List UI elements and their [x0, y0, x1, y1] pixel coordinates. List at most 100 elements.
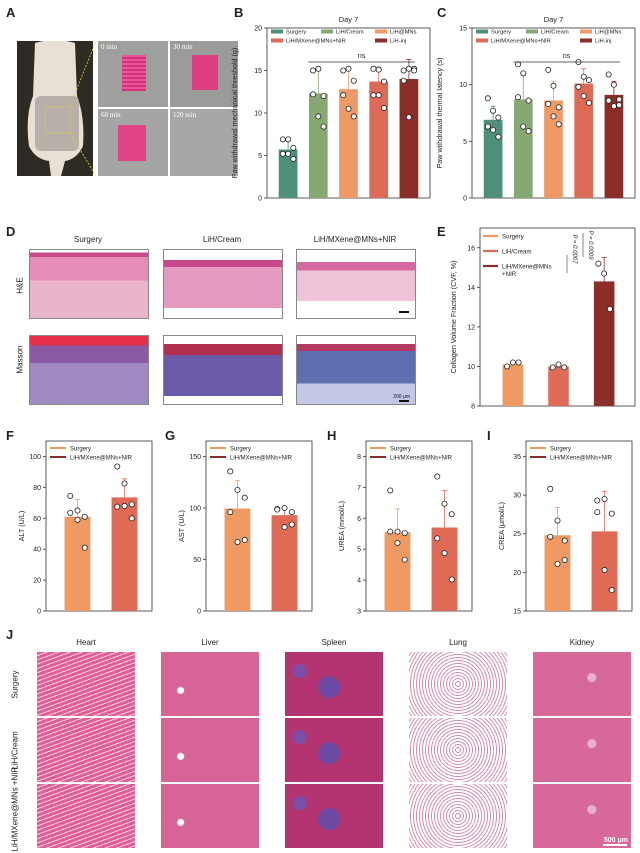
- chart-i-crea: 15 20 25 30 35 CREA (μmol/L) Surgery LiH/MXene@…: [497, 440, 633, 616]
- svg-text:5: 5: [357, 547, 361, 554]
- svg-text:CREA (μmol/L): CREA (μmol/L): [497, 502, 506, 550]
- svg-text:25: 25: [513, 531, 521, 538]
- bar-lih-cream: [548, 361, 569, 406]
- svg-text:3: 3: [357, 609, 361, 616]
- svg-text:12: 12: [467, 324, 475, 331]
- svg-text:35: 35: [513, 454, 521, 461]
- panel-letter-b: B: [234, 5, 244, 20]
- bar-lih-mxene-mns-nir: [593, 257, 615, 406]
- panel-letter-f: F: [6, 428, 14, 443]
- chart-h-urea: 3 4 5 6 7 8 UREA (mmol/L) Surgery LiH/MXene@MNs+…: [337, 440, 473, 616]
- svg-text:15: 15: [459, 26, 467, 33]
- svg-text:15: 15: [254, 68, 262, 75]
- histology-kidney-surgery: [533, 652, 631, 716]
- svg-text:LiH/MXene@MNs+NIR: LiH/MXene@MNs+NIR: [390, 455, 453, 461]
- bar-surgery: [544, 485, 571, 611]
- d-row-he: H&E: [15, 277, 25, 294]
- chart-b-mechanical-threshold: 0 5 10 15 20 Paw withdrawal mechanical thresh…: [230, 15, 431, 203]
- svg-text:8: 8: [471, 404, 475, 411]
- j-col-kidney: Kidney: [569, 638, 595, 647]
- svg-text:20: 20: [33, 578, 41, 585]
- masson-lih-cream-image: [163, 335, 283, 405]
- skin-photo-0min: 0 min: [98, 41, 168, 107]
- svg-text:UREA (mmol/L): UREA (mmol/L): [337, 501, 346, 551]
- svg-text:6: 6: [357, 516, 361, 523]
- svg-text:LiH-inj: LiH-inj: [390, 39, 406, 45]
- bar-lih-mns: [544, 66, 563, 198]
- bar-lih-mxene-mns-nir: [574, 59, 594, 198]
- panel-letter-d: D: [6, 224, 16, 239]
- svg-text:60: 60: [33, 516, 41, 523]
- legend: Surgery LiH/Cream LiH/MXene@MNs+NIR: [483, 234, 552, 278]
- rat-back-photo: [17, 41, 93, 176]
- skin-photo-60min: 60 min: [98, 109, 168, 176]
- j-col-liver: Liver: [201, 638, 219, 647]
- bar-lih-mxene-mns-nir: [111, 463, 138, 611]
- panel-letter-c: C: [437, 5, 447, 20]
- svg-text:15: 15: [513, 609, 521, 616]
- svg-text:Collagen Volume Fraction (CVF,: Collagen Volume Fraction (CVF, %): [449, 260, 458, 373]
- bar-surgery: [278, 136, 298, 198]
- j-col-heart: Heart: [76, 638, 96, 647]
- histology-lung-lih-cream: [409, 718, 507, 782]
- histology-spleen-surgery: [285, 652, 383, 716]
- svg-text:100: 100: [189, 505, 201, 512]
- svg-text:ALT (U/L): ALT (U/L): [17, 511, 26, 542]
- histology-heart-lih-mxene-mns-nir: [37, 784, 135, 848]
- bar-lih-cream: [308, 65, 328, 198]
- svg-text:Surgery: Surgery: [230, 446, 251, 452]
- skin-photo-120min: 120 min: [170, 109, 238, 176]
- bar-lih-inj: [604, 71, 624, 198]
- he-scalebar: [399, 311, 409, 313]
- svg-text:8: 8: [357, 454, 361, 461]
- svg-text:P = 0.0009: P = 0.0009: [587, 231, 593, 261]
- bar-lih-mns: [339, 65, 358, 198]
- svg-text:20: 20: [513, 570, 521, 577]
- svg-text:0: 0: [197, 609, 201, 616]
- histology-heart-lih-cream: [37, 718, 135, 782]
- svg-text:LiH@MNs: LiH@MNs: [390, 30, 417, 36]
- svg-text:Surgery: Surgery: [491, 30, 511, 36]
- svg-text:40: 40: [33, 547, 41, 554]
- svg-text:LiH/MXene@MNs+NIR: LiH/MXene@MNs+NIR: [286, 39, 346, 45]
- chart-f-alt: 0 20 40 60 80 100 ALT (U/L) Surgery LiH/MXene@MN…: [17, 440, 153, 616]
- svg-text:150: 150: [189, 454, 201, 461]
- panel-letter-e: E: [437, 224, 446, 239]
- legend: Surgery LiH/Cream LiH@MNs LiH/MXene@MNs+NIR…: [271, 29, 417, 45]
- he-lih-mxene-image: [296, 249, 416, 319]
- svg-text:7: 7: [357, 485, 361, 492]
- svg-text:100: 100: [29, 454, 41, 461]
- panel-letter-i: I: [487, 428, 491, 443]
- svg-text:Surgery: Surgery: [70, 446, 91, 452]
- svg-text:10: 10: [459, 82, 467, 89]
- svg-text:+NIR: +NIR: [502, 271, 517, 278]
- svg-text:LiH/Cream: LiH/Cream: [336, 30, 364, 36]
- svg-text:Surgery: Surgery: [390, 446, 411, 452]
- svg-text:80: 80: [33, 485, 41, 492]
- svg-text:30: 30: [513, 493, 521, 500]
- svg-text:LiH/MXene@MNs+NIR: LiH/MXene@MNs+NIR: [550, 455, 613, 461]
- svg-text:LiH@MNs: LiH@MNs: [595, 30, 622, 36]
- masson-lih-mxene-image: 200 μm: [296, 335, 416, 405]
- svg-text:Surgery: Surgery: [286, 30, 306, 36]
- svg-text:AST (U/L): AST (U/L): [177, 510, 186, 542]
- skin-photo-30min: 30 min: [170, 41, 238, 107]
- bar-lih-mxene-mns-nir: [271, 504, 298, 611]
- svg-text:Surgery: Surgery: [502, 234, 525, 241]
- panel-letter-j: J: [6, 627, 14, 642]
- d-col-surgery: Surgery: [73, 235, 102, 244]
- he-lih-cream-image: [163, 249, 283, 319]
- histology-spleen-lih-cream: [285, 718, 383, 782]
- svg-text:LiH/MXene@MNs+NIR: LiH/MXene@MNs+NIR: [491, 39, 551, 45]
- svg-text:10: 10: [467, 364, 475, 371]
- svg-text:Paw withdrawal mechanical thre: Paw withdrawal mechanical threshold (g): [230, 48, 239, 179]
- svg-text:LiH/Cream: LiH/Cream: [502, 249, 532, 256]
- svg-text:P = 0.0007: P = 0.0007: [571, 235, 577, 265]
- svg-text:LiH/Cream: LiH/Cream: [541, 30, 569, 36]
- histology-spleen-lih-mxene-mns-nir: [285, 784, 383, 848]
- svg-text:10: 10: [254, 111, 262, 118]
- histology-lung-lih-mxene-mns-nir: [409, 784, 507, 848]
- bar-lih-cream: [513, 61, 533, 198]
- masson-surgery-image: [29, 335, 149, 405]
- histology-lung-surgery: [409, 652, 507, 716]
